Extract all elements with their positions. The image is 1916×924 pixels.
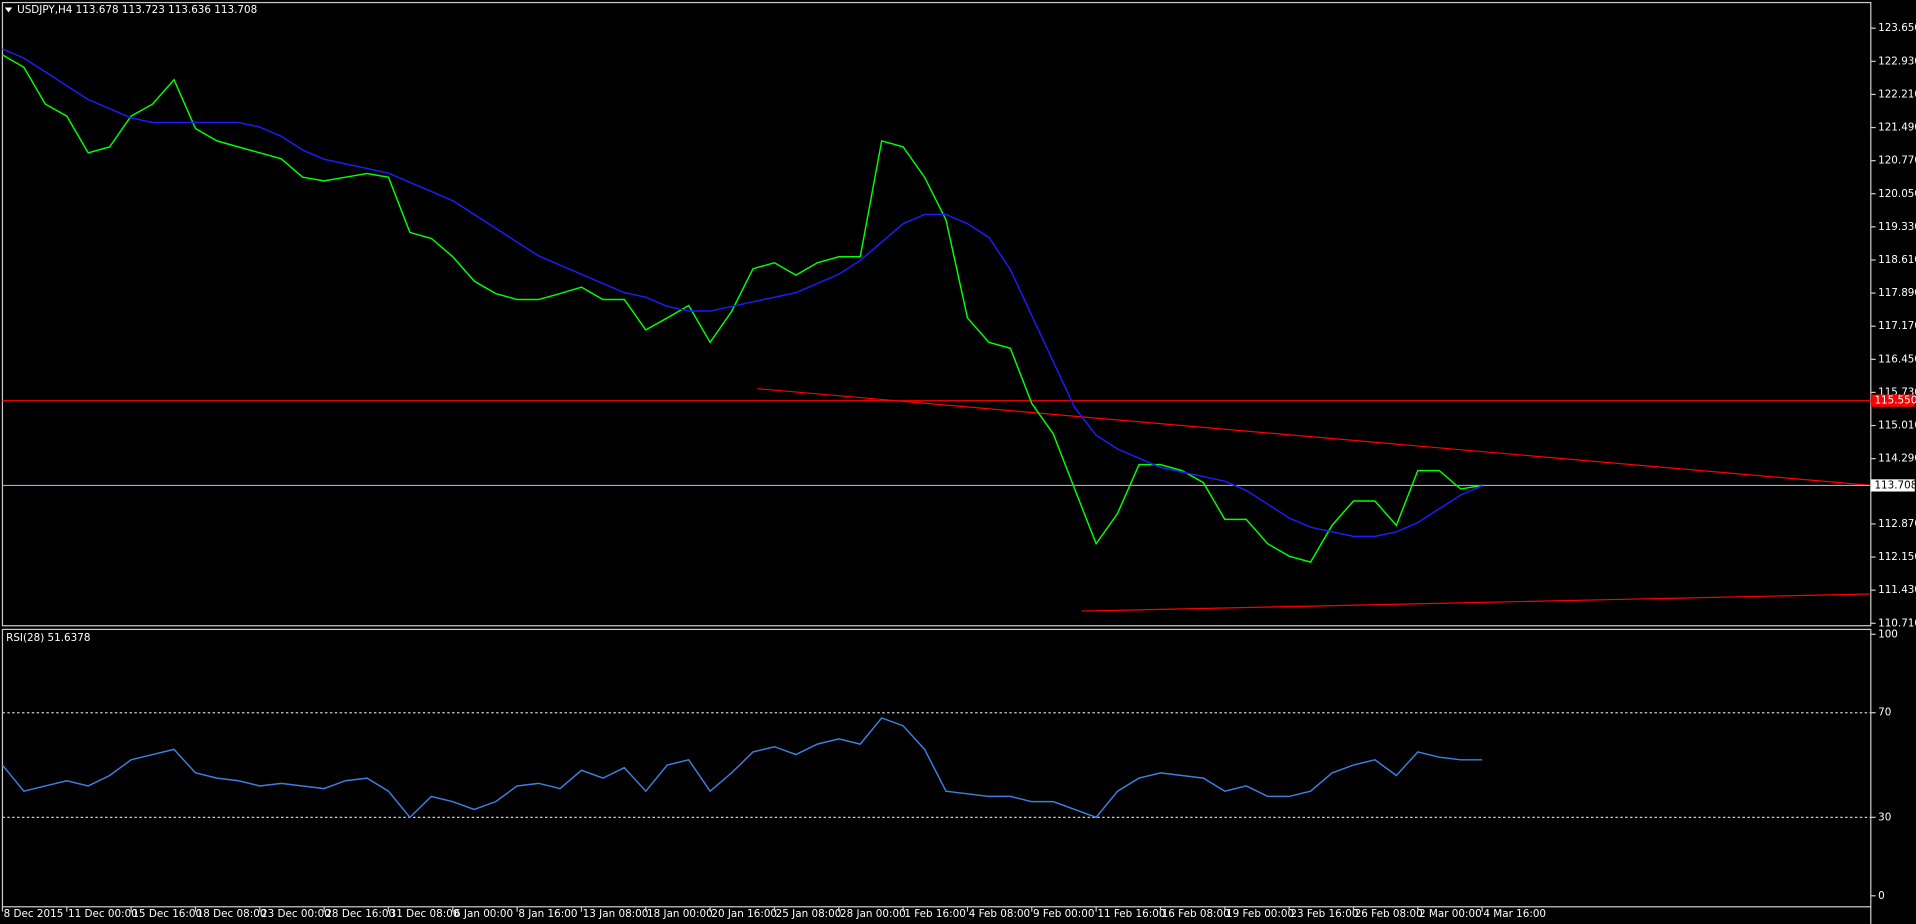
price-line <box>2 54 1483 563</box>
rsi-panel <box>1 628 1872 908</box>
chart-title: USDJPY,H4 113.678 113.723 113.636 113.70… <box>17 4 257 16</box>
price-label-box <box>1870 479 1915 492</box>
y-tick-label: 119.330 <box>1878 221 1916 233</box>
y-tick-label: 122.930 <box>1878 55 1916 67</box>
y-tick-label: 0 <box>1878 890 1885 902</box>
y-tick-label: 116.450 <box>1878 353 1916 365</box>
rsi-title: RSI(28) 51.6378 <box>6 632 90 644</box>
x-tick-label: 20 Jan 16:00 <box>711 908 777 920</box>
menu-icon[interactable] <box>4 7 13 13</box>
x-tick-label: 8 Jan 16:00 <box>518 908 577 920</box>
price-line <box>2 48 1483 538</box>
y-tick-label: 112.150 <box>1878 551 1916 563</box>
y-tick-label: 121.490 <box>1878 122 1916 134</box>
y-tick-label: 111.430 <box>1878 584 1916 596</box>
x-tick-label: 4 Feb 08:00 <box>969 908 1030 920</box>
x-tick-label: 1 Feb 16:00 <box>904 908 965 920</box>
x-tick-label: 23 Feb 16:00 <box>1290 908 1358 920</box>
rsi-line <box>1 717 1483 819</box>
y-tick-label: 110.710 <box>1878 617 1916 629</box>
trend-line <box>1081 593 1870 612</box>
y-tick-label: 117.170 <box>1878 320 1916 332</box>
x-tick-label: 31 Dec 08:00 <box>390 908 460 920</box>
x-tick-label: 25 Jan 08:00 <box>776 908 842 920</box>
y-tick-label: 118.610 <box>1878 254 1916 266</box>
x-tick-label: 19 Feb 00:00 <box>1226 908 1294 920</box>
y-tick-label: 117.890 <box>1878 287 1916 299</box>
y-tick-label: 70 <box>1878 707 1891 719</box>
y-tick-label: 122.210 <box>1878 88 1916 100</box>
y-tick-label: 123.650 <box>1878 22 1916 34</box>
y-tick-label: 120.770 <box>1878 155 1916 167</box>
y-tick-label: 100 <box>1878 628 1898 640</box>
price-label: 113.708 <box>1874 479 1916 491</box>
x-tick-label: 28 Dec 16:00 <box>325 908 395 920</box>
x-tick-label: 11 Dec 00:00 <box>68 908 138 920</box>
x-tick-label: 23 Dec 00:00 <box>261 908 331 920</box>
x-tick-label: 9 Feb 00:00 <box>1033 908 1094 920</box>
y-tick-label: 120.050 <box>1878 188 1916 200</box>
x-tick-label: 18 Dec 08:00 <box>197 908 267 920</box>
y-tick-label: 112.870 <box>1878 518 1916 530</box>
x-tick-label: 18 Jan 00:00 <box>647 908 713 920</box>
x-tick-label: 6 Jan 00:00 <box>454 908 513 920</box>
y-tick-label: 30 <box>1878 811 1891 823</box>
x-tick-label: 11 Feb 16:00 <box>1097 908 1165 920</box>
x-tick-label: 15 Dec 16:00 <box>132 908 202 920</box>
main-panel <box>1 1 1872 627</box>
x-tick-label: 28 Jan 00:00 <box>840 908 906 920</box>
y-tick-label: 115.010 <box>1878 420 1916 432</box>
x-tick-label: 26 Feb 08:00 <box>1355 908 1423 920</box>
x-tick-label: 16 Feb 08:00 <box>1162 908 1230 920</box>
price-label: 115.550 <box>1874 395 1916 407</box>
price-label-box <box>1870 394 1915 407</box>
x-tick-label: 4 Mar 16:00 <box>1483 908 1546 920</box>
x-tick-label: 13 Jan 08:00 <box>583 908 649 920</box>
x-tick-label: 2 Mar 00:00 <box>1419 908 1482 920</box>
y-tick-label: 114.290 <box>1878 453 1916 465</box>
trend-line <box>757 388 1870 486</box>
x-tick-label: 8 Dec 2015 <box>4 908 64 920</box>
